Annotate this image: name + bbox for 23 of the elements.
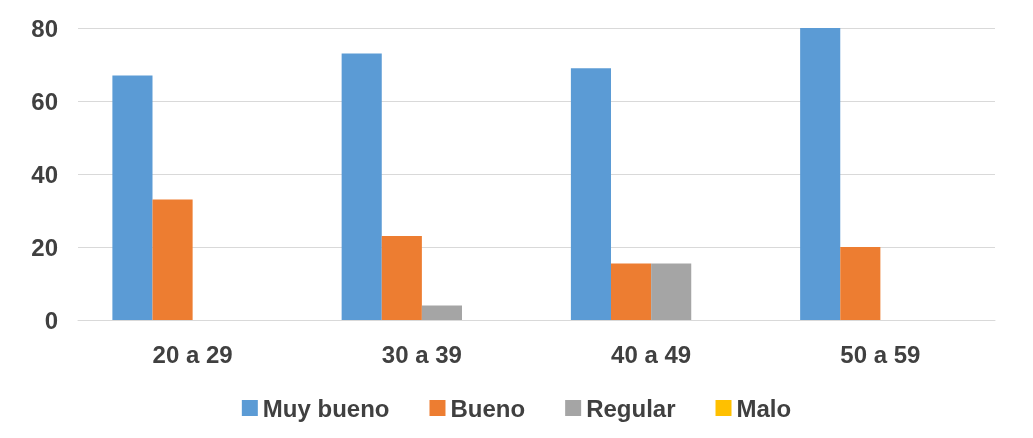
y-tick-label: 20: [31, 233, 58, 261]
bar: [112, 75, 153, 320]
x-tick-label: 30 a 39: [381, 340, 462, 368]
y-tick-label: 40: [31, 160, 58, 188]
bar: [651, 263, 692, 320]
bar: [341, 53, 382, 320]
legend-label: Bueno: [450, 394, 526, 422]
bar: [800, 28, 841, 320]
y-tick-label: 60: [31, 87, 58, 115]
legend-label: Regular: [586, 394, 676, 422]
x-tick-label: 40 a 49: [611, 340, 692, 368]
bar: [840, 247, 881, 320]
legend-label: Malo: [736, 394, 792, 422]
legend-label: Muy bueno: [262, 394, 390, 422]
y-tick-label: 80: [31, 14, 58, 42]
bar: [570, 68, 612, 320]
x-tick-label: 20 a 29: [152, 340, 233, 368]
y-tick-label: 0: [44, 306, 58, 334]
bar: [381, 236, 422, 320]
x-tick-label: 50 a 59: [840, 340, 921, 368]
bar: [421, 305, 462, 320]
bar: [152, 199, 193, 320]
bar: [611, 263, 652, 320]
